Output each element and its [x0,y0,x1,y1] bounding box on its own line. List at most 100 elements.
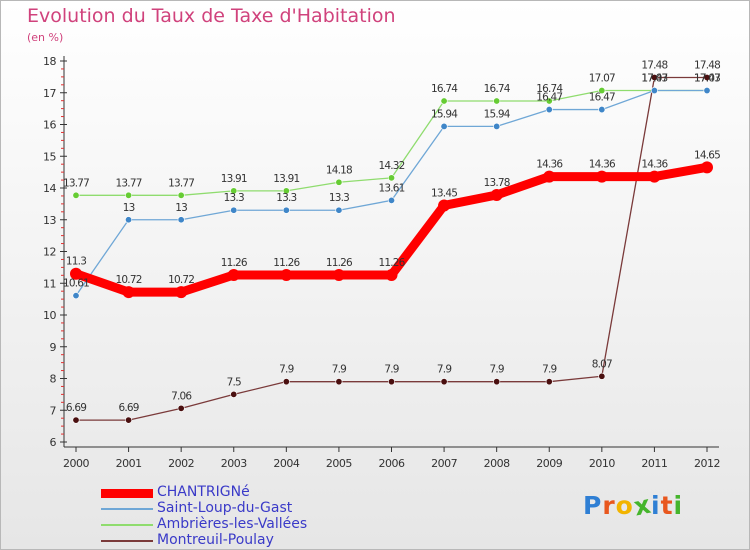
data-label: 13.77 [116,177,142,189]
data-point [701,161,713,174]
data-point [438,199,451,212]
data-point [595,170,608,183]
y-tick-label: 11 [43,277,56,290]
data-point [493,378,501,386]
data-point [387,196,395,204]
chart-unit-label: (en %) [27,31,64,44]
series-points [70,74,713,424]
x-tick-label: 2002 [168,457,194,470]
legend-label: Montreuil-Poulay [157,532,274,548]
data-point [227,268,240,281]
data-label: 7.9 [332,364,346,376]
x-tick-label: 2007 [431,457,457,470]
data-point [230,390,238,398]
data-label: 13.3 [329,192,349,204]
data-label: 14.36 [641,159,668,171]
data-label: 17.07 [694,73,720,85]
data-label: 6.69 [66,402,86,414]
x-tick-label: 2008 [484,457,510,470]
data-point [122,286,135,299]
legend-label: Ambrières-les-Vallées [157,516,308,532]
data-label: 15.94 [484,108,511,120]
data-label: 16.74 [484,83,511,95]
data-label: 11.3 [66,256,86,268]
data-point [387,174,395,182]
data-label: 17.43 [641,73,667,85]
data-point [545,97,553,105]
data-point [125,191,133,199]
data-point [282,378,290,386]
legend-swatch [101,540,153,542]
data-label: 13 [175,202,187,214]
data-point [177,216,185,224]
data-label: 13.91 [221,173,247,185]
logo-letter: i [651,491,661,520]
data-label: 10.61 [63,278,89,290]
data-point [230,187,238,195]
y-tick-label: 16 [43,119,56,132]
data-point [703,87,711,95]
data-point [440,97,448,105]
data-label: 13 [123,202,135,214]
data-point [230,206,238,214]
data-label: 16.74 [431,83,458,95]
data-point [177,191,185,199]
x-tick-label: 2000 [63,457,89,470]
data-label: 14.65 [694,149,720,161]
data-label: 6.69 [118,402,138,414]
data-label: 16.47 [589,92,615,104]
data-label: 7.9 [279,364,293,376]
data-label: 14.36 [536,159,563,171]
data-point [335,178,343,186]
y-tick-label: 10 [43,309,56,322]
data-label: 15.94 [431,108,458,120]
data-point [125,416,133,424]
data-point [177,404,185,412]
data-point [282,206,290,214]
data-label: 16.74 [536,83,563,95]
data-point [545,106,553,114]
data-label: 7.9 [490,364,504,376]
data-point [175,286,188,299]
data-label: 11.26 [326,257,353,269]
data-label: 13.77 [63,177,89,189]
data-label: 17.48 [641,60,667,72]
data-label: 13.61 [378,182,404,194]
y-tick-label: 13 [43,214,56,227]
data-label: 17.48 [694,60,720,72]
data-point [493,122,501,130]
y-tick-label: 7 [50,404,57,417]
legend-swatch [101,524,153,526]
data-label: 13.3 [276,192,296,204]
legend-swatch [101,488,153,498]
data-label: 17.07 [641,73,667,85]
data-label: 14.18 [326,164,352,176]
data-point [335,378,343,386]
data-label: 10.72 [168,274,194,286]
data-label: 14.32 [378,160,404,172]
data-point [598,372,606,380]
data-point [650,74,658,82]
proxiti-logo: Proxiti [583,490,683,522]
data-point [72,191,80,199]
data-label: 14.36 [589,159,616,171]
y-tick-label: 14 [43,182,56,195]
data-label: 11.26 [221,257,248,269]
data-point [280,268,293,281]
y-tick-label: 17 [43,87,56,100]
data-label: 13.91 [273,173,299,185]
data-point [490,188,503,201]
x-tick-label: 2006 [379,457,405,470]
data-label: 8.07 [592,358,612,370]
y-tick-label: 18 [43,55,56,68]
x-tick-label: 2009 [536,457,562,470]
data-label: 11.26 [273,257,300,269]
data-point [282,187,290,195]
y-tick-label: 6 [50,436,57,449]
data-label: 13.3 [224,192,244,204]
data-label: 13.45 [431,187,457,199]
chart-title: Evolution du Taux de Taxe d'Habitation [27,5,396,27]
data-label: 13.78 [484,177,510,189]
